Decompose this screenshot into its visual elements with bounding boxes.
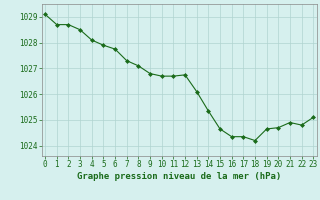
X-axis label: Graphe pression niveau de la mer (hPa): Graphe pression niveau de la mer (hPa) — [77, 172, 281, 181]
